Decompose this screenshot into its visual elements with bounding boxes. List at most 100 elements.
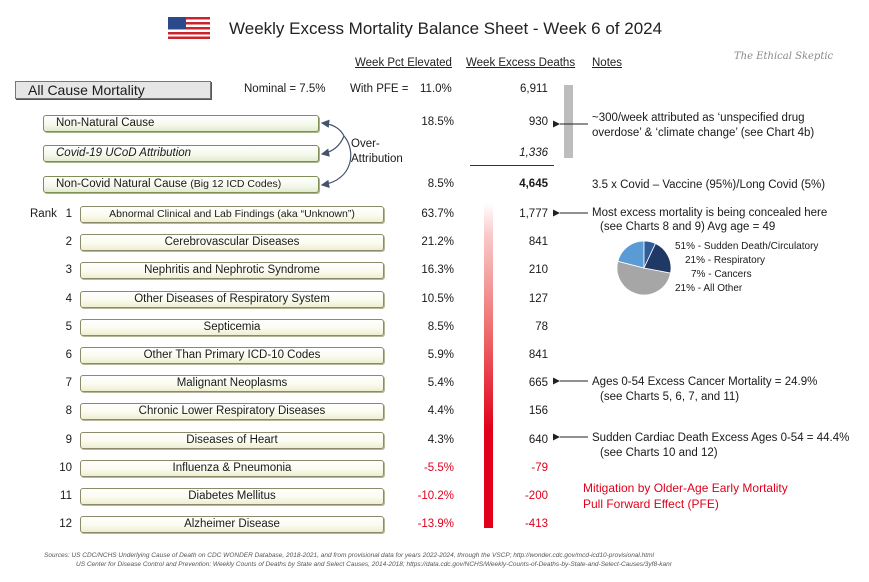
non-covid-deaths: 4,645 bbox=[519, 178, 548, 190]
excess-gradient-bar bbox=[484, 203, 493, 528]
rank-number: 6 bbox=[65, 349, 72, 361]
covid-deaths: 1,336 bbox=[519, 147, 548, 159]
note-rank1-2: (see Charts 8 and 9) Avg age = 49 bbox=[600, 221, 776, 233]
watermark: The Ethical Skeptic bbox=[734, 51, 834, 62]
pie-legend-item: 51% - Sudden Death/Circulatory bbox=[675, 241, 819, 252]
cause-label: Abnormal Clinical and Lab Findings (aka … bbox=[109, 208, 355, 220]
cause-label: Diseases of Heart bbox=[186, 433, 278, 446]
non-natural-label: Non-Natural Cause bbox=[56, 117, 155, 129]
us-flag-icon bbox=[168, 17, 210, 39]
rank-number: 10 bbox=[59, 461, 72, 474]
cause-pct: 5.4% bbox=[427, 377, 454, 390]
pie-slice bbox=[617, 240, 645, 269]
cause-label: Malignant Neoplasms bbox=[176, 377, 288, 390]
pfe-label: With PFE = bbox=[350, 83, 409, 95]
rank-number: 5 bbox=[65, 320, 72, 333]
non-covid-pct: 8.5% bbox=[427, 178, 454, 190]
cause-box: Nephritis and Nephrotic Syndrome bbox=[80, 262, 384, 280]
cause-label: Nephritis and Nephrotic Syndrome bbox=[144, 264, 320, 277]
cause-pct: 16.3% bbox=[421, 264, 454, 277]
cause-label: Other Diseases of Respiratory System bbox=[134, 292, 330, 305]
cause-box: Diseases of Heart bbox=[80, 431, 384, 449]
sum-line bbox=[470, 165, 554, 166]
note-rank9-1: Sudden Cardiac Death Excess Ages 0-54 = … bbox=[592, 432, 850, 444]
rank-number: 2 bbox=[65, 236, 72, 249]
pie-slice bbox=[616, 260, 671, 296]
cause-label: Cerebrovascular Diseases bbox=[164, 236, 300, 249]
rank-number: 1 bbox=[65, 208, 72, 220]
all-cause-box: All Cause Mortality bbox=[15, 81, 211, 99]
header-notes: Notes bbox=[592, 57, 623, 69]
non-natural-pct: 18.5% bbox=[421, 116, 454, 128]
cause-box: Abnormal Clinical and Lab Findings (aka … bbox=[80, 206, 384, 223]
cause-box: Chronic Lower Respiratory Diseases bbox=[80, 403, 384, 421]
cause-deaths: -200 bbox=[524, 490, 548, 502]
pie-legend-item: 21% - All Other bbox=[675, 283, 743, 294]
non-covid-box: Non-Covid Natural Cause (Big 12 ICD Code… bbox=[43, 176, 319, 193]
cause-deaths: 640 bbox=[528, 433, 548, 446]
cause-box: Cerebrovascular Diseases bbox=[80, 234, 384, 252]
pie-legend-item: 21% - Respiratory bbox=[685, 255, 766, 266]
cause-deaths: 156 bbox=[528, 405, 548, 418]
cause-label: Other Than Primary ICD-10 Codes bbox=[143, 349, 321, 361]
rank-number: 8 bbox=[65, 405, 72, 418]
connector-arrows bbox=[320, 119, 352, 189]
cause-deaths: 1,777 bbox=[519, 208, 548, 220]
all-cause-deaths: 6,911 bbox=[520, 83, 548, 95]
source-line-1: Sources: US CDC/NCHS Underlying Cause of… bbox=[44, 552, 654, 559]
note-non-natural-1: ~300/week attributed as ‘unspecified dru… bbox=[592, 112, 805, 124]
cause-pct: -5.5% bbox=[423, 461, 454, 474]
note-non-covid: 3.5 x Covid – Vaccine (95%)/Long Covid (… bbox=[592, 179, 826, 191]
note-arrows bbox=[553, 120, 588, 441]
rank-header: Rank bbox=[30, 208, 57, 220]
rank-number: 7 bbox=[65, 377, 72, 390]
cause-deaths: 210 bbox=[528, 264, 548, 277]
cause-pct: 8.5% bbox=[427, 320, 454, 333]
cause-pct: 21.2% bbox=[421, 236, 454, 249]
nominal-text: Nominal = 7.5% bbox=[244, 83, 326, 95]
pie-legend-item: 7% - Cancers bbox=[691, 269, 752, 280]
cause-label: Diabetes Mellitus bbox=[188, 490, 276, 502]
note-non-natural-2: overdose’ & ‘climate change’ (see Chart … bbox=[592, 127, 815, 139]
cause-pct: -13.9% bbox=[417, 518, 454, 531]
cause-pct: -10.2% bbox=[417, 490, 454, 502]
cause-pct: 5.9% bbox=[427, 349, 454, 361]
cause-box: Diabetes Mellitus bbox=[80, 488, 384, 505]
all-cause-label: All Cause Mortality bbox=[28, 82, 145, 98]
cause-box: Malignant Neoplasms bbox=[80, 375, 384, 393]
cause-pct: 63.7% bbox=[421, 208, 454, 220]
cause-deaths: 665 bbox=[528, 377, 548, 390]
rank-number: 9 bbox=[65, 433, 72, 446]
over-attribution-text: Over- Attribution bbox=[351, 138, 403, 165]
cause-pct: 4.3% bbox=[427, 433, 454, 446]
non-covid-sub: (Big 12 ICD Codes) bbox=[190, 178, 282, 190]
cause-box: Influenza & Pneumonia bbox=[80, 459, 384, 477]
cause-label: Influenza & Pneumonia bbox=[172, 461, 292, 474]
header-deaths: Week Excess Deaths bbox=[466, 57, 576, 69]
cause-deaths: 841 bbox=[528, 236, 548, 249]
cause-box: Other Diseases of Respiratory System bbox=[80, 290, 384, 308]
cause-box: Septicemia bbox=[80, 318, 384, 336]
covid-box: Covid-19 UCoD Attribution bbox=[43, 145, 319, 162]
cause-deaths: 78 bbox=[535, 320, 548, 333]
rank-number: 11 bbox=[60, 490, 72, 502]
cause-deaths: 841 bbox=[528, 349, 548, 361]
note-mitigation-1: Mitigation by Older-Age Early Mortality bbox=[583, 481, 788, 495]
page-title: Weekly Excess Mortality Balance Sheet - … bbox=[229, 19, 663, 38]
cause-label: Chronic Lower Respiratory Diseases bbox=[138, 405, 326, 418]
pie-slice bbox=[643, 243, 672, 274]
covid-label: Covid-19 UCoD Attribution bbox=[56, 147, 192, 159]
non-covid-label: Non-Covid Natural Cause bbox=[56, 178, 188, 190]
rank-number: 3 bbox=[65, 264, 72, 277]
note-rank9-2: (see Charts 10 and 12) bbox=[600, 447, 718, 459]
cause-label: Alzheimer Disease bbox=[184, 518, 280, 531]
rank-number: 4 bbox=[65, 292, 72, 305]
note-mitigation-2: Pull Forward Effect (PFE) bbox=[583, 497, 719, 511]
header-pct: Week Pct Elevated bbox=[355, 57, 452, 69]
cause-deaths: -79 bbox=[531, 461, 548, 474]
cause-box: Alzheimer Disease bbox=[80, 516, 384, 534]
cause-pct: 10.5% bbox=[421, 292, 454, 305]
non-natural-box: Non-Natural Cause bbox=[43, 115, 319, 132]
source-line-2: US Center for Disease Control and Preven… bbox=[76, 561, 672, 568]
note-rank7-1: Ages 0-54 Excess Cancer Mortality = 24.9… bbox=[592, 376, 818, 388]
